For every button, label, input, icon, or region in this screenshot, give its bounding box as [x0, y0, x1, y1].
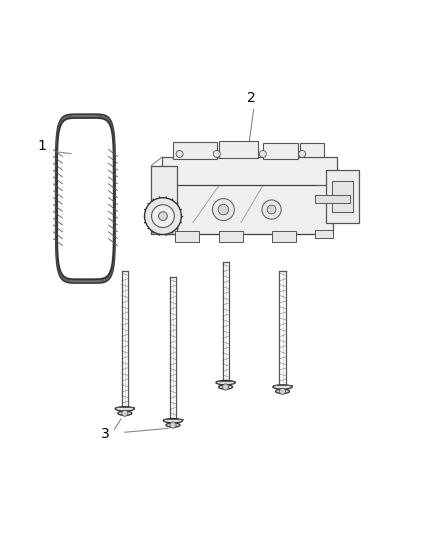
Bar: [315, 195, 350, 203]
Ellipse shape: [115, 407, 134, 411]
Circle shape: [223, 384, 229, 390]
Circle shape: [259, 150, 266, 157]
Ellipse shape: [118, 411, 132, 415]
Text: 1: 1: [37, 139, 46, 153]
Ellipse shape: [273, 385, 292, 389]
Bar: [173, 142, 217, 159]
Bar: [315, 230, 333, 238]
Circle shape: [213, 150, 220, 157]
Circle shape: [145, 198, 181, 235]
Circle shape: [176, 150, 183, 157]
Circle shape: [159, 212, 167, 221]
Circle shape: [279, 388, 286, 394]
Bar: [175, 231, 199, 243]
Circle shape: [170, 422, 176, 428]
Circle shape: [122, 410, 128, 416]
Bar: [272, 231, 296, 243]
Bar: [326, 170, 359, 223]
Ellipse shape: [219, 385, 233, 389]
Bar: [151, 166, 177, 233]
Bar: [263, 142, 298, 159]
Text: 3: 3: [101, 427, 110, 441]
Ellipse shape: [216, 381, 235, 385]
Circle shape: [267, 205, 276, 214]
Text: 2: 2: [247, 91, 256, 105]
Circle shape: [262, 200, 281, 219]
Ellipse shape: [163, 418, 183, 423]
Circle shape: [212, 199, 234, 221]
Circle shape: [218, 204, 229, 215]
Circle shape: [152, 205, 174, 228]
Ellipse shape: [276, 389, 290, 393]
Bar: [300, 142, 324, 157]
Bar: [162, 157, 337, 185]
Circle shape: [299, 150, 306, 157]
Bar: [166, 181, 333, 233]
Bar: [332, 181, 353, 212]
Ellipse shape: [166, 423, 180, 427]
Bar: [219, 231, 243, 243]
Bar: [219, 141, 258, 158]
